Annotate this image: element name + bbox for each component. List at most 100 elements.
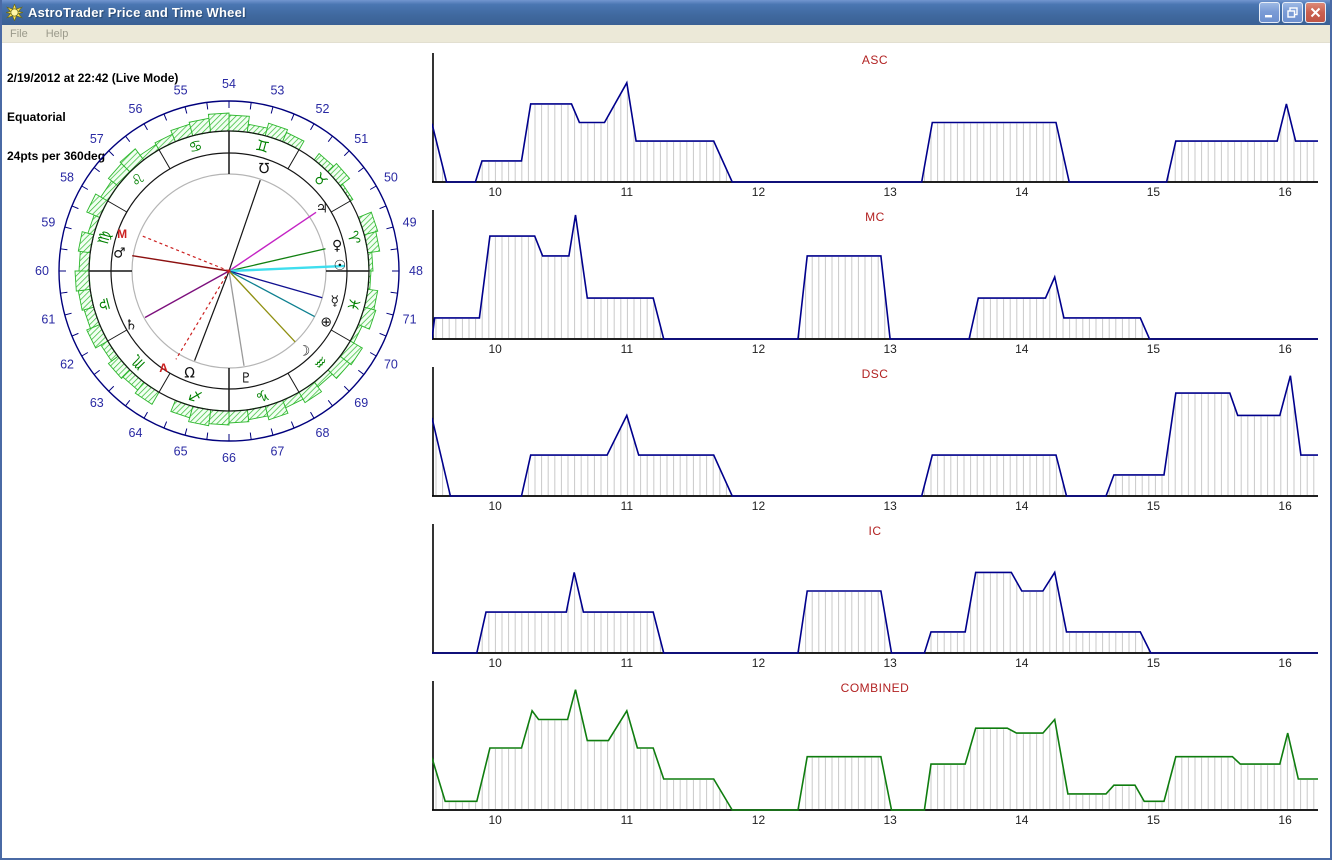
chart-mc-plot: 10 11 12 13 14 15 16 — [432, 210, 1318, 356]
asc-marker-label: A — [159, 361, 168, 375]
x-tick-label: 11 — [621, 499, 634, 513]
x-tick-label: 13 — [883, 185, 897, 199]
zodiac-pisces-glyph: ♓ — [343, 296, 364, 314]
tick — [60, 291, 68, 294]
wheel-number: 54 — [222, 77, 236, 91]
tick — [81, 352, 89, 357]
menu-help[interactable]: Help — [45, 27, 69, 40]
x-tick-label: 11 — [621, 185, 634, 199]
zodiac-aries-glyph: ♈ — [343, 229, 364, 247]
restore-icon — [1287, 7, 1298, 18]
tick — [125, 400, 131, 407]
south-node-line — [228, 180, 261, 272]
part-of-fortune-glyph: ⊕ — [320, 315, 332, 331]
south-node-glyph: ℧ — [259, 161, 270, 177]
mars-glyph: ♂ — [113, 246, 126, 262]
wheel-number: 63 — [90, 396, 104, 410]
window-controls — [1259, 2, 1326, 23]
restore-button[interactable] — [1282, 2, 1303, 23]
histogram-bar — [207, 112, 230, 133]
x-tick-label: 12 — [752, 656, 766, 670]
wheel-number: 52 — [316, 102, 330, 116]
series-line — [432, 570, 1318, 654]
histogram-bar — [228, 114, 250, 133]
series-line — [432, 214, 1318, 340]
zodiac-capricorn-glyph: ♑ — [254, 385, 272, 406]
x-tick-label: 15 — [1147, 185, 1161, 199]
minimize-button[interactable] — [1259, 2, 1280, 23]
x-tick-label: 16 — [1278, 342, 1292, 356]
sector-line — [107, 200, 128, 213]
wheel-number: 67 — [270, 445, 284, 459]
chart-title-mc: MC — [865, 210, 885, 224]
mc-marker-line — [139, 234, 230, 272]
tick — [64, 226, 72, 230]
tick — [386, 226, 394, 230]
x-tick-label: 15 — [1147, 656, 1161, 670]
close-button[interactable] — [1305, 2, 1326, 23]
wheel-number: 66 — [222, 451, 236, 465]
histogram-bar — [208, 409, 230, 426]
histogram-bar — [281, 391, 304, 409]
sector-line — [158, 149, 171, 170]
wheel-number: 68 — [316, 426, 330, 440]
tick — [163, 113, 168, 121]
sun-glyph: ☉ — [334, 258, 347, 274]
wheel-number: 71 — [403, 312, 417, 326]
mercury-glyph: ☿ — [330, 293, 339, 309]
tick — [386, 312, 394, 316]
x-tick-label: 12 — [752, 185, 766, 199]
chart-title-ic: IC — [868, 524, 882, 538]
chart-asc: 10 11 12 13 14 15 16 ASC — [432, 53, 1318, 201]
series-line — [432, 375, 1318, 497]
zodiac-sagittarius-glyph: ♐ — [187, 385, 205, 406]
sector-line — [330, 200, 351, 213]
close-icon — [1310, 7, 1321, 18]
tick — [310, 411, 315, 419]
x-tick-label: 14 — [1015, 813, 1029, 827]
wheel-number: 65 — [174, 445, 188, 459]
wheel-number: 53 — [270, 83, 284, 97]
tick — [143, 411, 148, 419]
app-icon — [6, 4, 23, 21]
tick — [343, 150, 350, 157]
menu-file[interactable]: File — [10, 27, 28, 40]
chart-title-dsc: DSC — [861, 367, 889, 381]
x-tick-label: 16 — [1278, 813, 1292, 827]
chart-ic-plot: 10 11 12 13 14 15 16 — [432, 524, 1318, 670]
tick — [379, 205, 387, 210]
north-node-glyph: Ω — [184, 366, 195, 382]
histogram-bar — [339, 183, 354, 202]
mc-marker-label: M — [117, 227, 127, 241]
chart-title-asc: ASC — [861, 53, 889, 67]
x-tick-label: 13 — [883, 342, 897, 356]
title-bar[interactable]: AstroTrader Price and Time Wheel — [2, 0, 1330, 25]
x-tick-label: 13 — [883, 499, 897, 513]
x-tick-label: 10 — [489, 813, 503, 827]
jupiter-line — [228, 211, 317, 272]
jupiter-glyph: ♃ — [316, 200, 329, 216]
x-tick-label: 14 — [1015, 185, 1029, 199]
tick — [390, 291, 398, 294]
series-line — [432, 689, 1318, 811]
sector-line — [330, 329, 351, 342]
tick — [108, 385, 115, 392]
info-datetime: 2/19/2012 at 22:42 (Live Mode) — [7, 71, 179, 85]
chart-dsc: 10 11 12 13 14 15 16 DSC — [432, 367, 1318, 515]
hatch-fill — [435, 387, 1315, 495]
x-tick-label: 14 — [1015, 499, 1029, 513]
tick — [249, 432, 252, 440]
sector-line — [158, 372, 171, 393]
tick — [358, 167, 365, 173]
tick — [343, 385, 350, 392]
tick — [249, 102, 252, 110]
moon-glyph: ☽ — [298, 343, 311, 359]
wheel-number: 49 — [403, 216, 417, 230]
info-resolution: 24pts per 360deg — [7, 149, 106, 163]
tick — [390, 248, 398, 251]
wheel-number: 69 — [354, 396, 368, 410]
tick — [60, 248, 68, 251]
wheel-number: 50 — [384, 171, 398, 185]
chart-mc: 10 11 12 13 14 15 16 MC — [432, 210, 1318, 358]
